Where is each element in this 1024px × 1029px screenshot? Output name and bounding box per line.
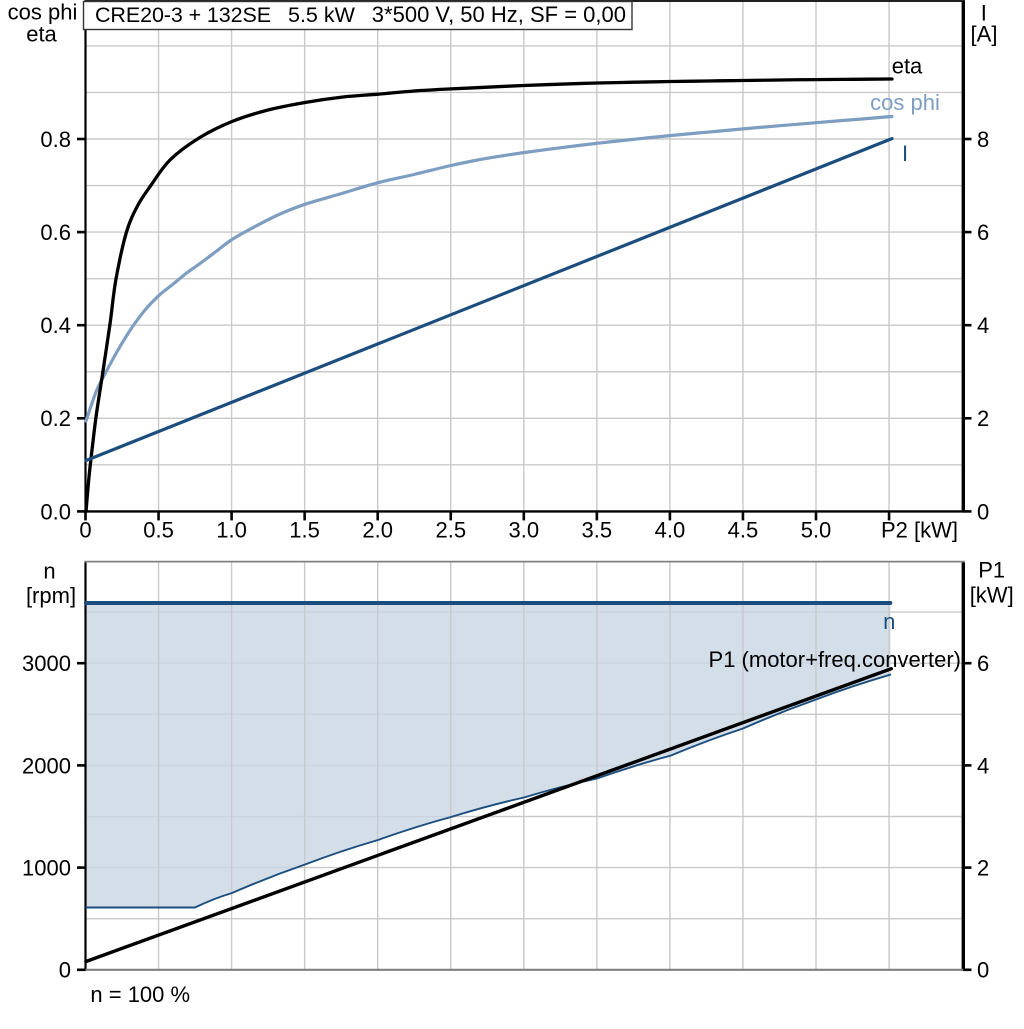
svg-text:cos phi: cos phi [8,0,78,24]
svg-text:3*500 V, 50 Hz, SF = 0,00: 3*500 V, 50 Hz, SF = 0,00 [372,2,626,27]
svg-text:n = 100 %: n = 100 % [90,982,190,1007]
svg-text:2: 2 [977,406,989,431]
svg-text:1000: 1000 [22,856,71,881]
svg-text:2: 2 [977,856,989,881]
svg-text:5.5 kW: 5.5 kW [288,3,356,27]
svg-text:1.5: 1.5 [289,517,320,542]
svg-text:cos phi: cos phi [870,90,940,115]
svg-text:0.8: 0.8 [40,127,71,152]
svg-text:3.5: 3.5 [582,517,613,542]
svg-text:6: 6 [977,220,989,245]
svg-text:0.6: 0.6 [40,220,71,245]
svg-text:4.5: 4.5 [728,517,759,542]
svg-text:1.0: 1.0 [216,517,247,542]
svg-text:I: I [981,1,987,26]
svg-text:I: I [902,141,908,166]
svg-text:4.0: 4.0 [655,517,686,542]
svg-text:0: 0 [59,958,71,983]
svg-text:[rpm]: [rpm] [26,583,76,608]
svg-text:0: 0 [79,517,91,542]
svg-text:eta: eta [26,22,57,47]
svg-text:0.0: 0.0 [40,499,71,524]
svg-text:eta: eta [892,54,923,79]
svg-text:4: 4 [977,753,989,778]
svg-text:P1 (motor+freq.converter): P1 (motor+freq.converter) [709,647,961,672]
svg-text:3000: 3000 [22,651,71,676]
svg-text:0: 0 [977,499,989,524]
svg-text:0.4: 0.4 [40,313,71,338]
svg-text:CRE20-3 + 132SE: CRE20-3 + 132SE [95,3,271,27]
svg-text:P1: P1 [978,557,1005,582]
svg-text:P2 [kW]: P2 [kW] [881,517,958,542]
svg-text:0: 0 [977,958,989,983]
svg-text:n: n [883,609,895,634]
svg-text:6: 6 [977,651,989,676]
svg-text:n: n [43,559,55,584]
svg-text:[A]: [A] [971,21,998,46]
svg-text:[kW]: [kW] [970,582,1014,607]
svg-text:3.0: 3.0 [509,517,540,542]
svg-text:5.0: 5.0 [801,517,832,542]
svg-text:8: 8 [977,127,989,152]
svg-text:2000: 2000 [22,753,71,778]
svg-text:0.5: 0.5 [143,517,174,542]
svg-text:2.5: 2.5 [436,517,467,542]
svg-text:2.0: 2.0 [362,517,393,542]
svg-text:0.2: 0.2 [40,406,71,431]
svg-text:4: 4 [977,313,989,338]
